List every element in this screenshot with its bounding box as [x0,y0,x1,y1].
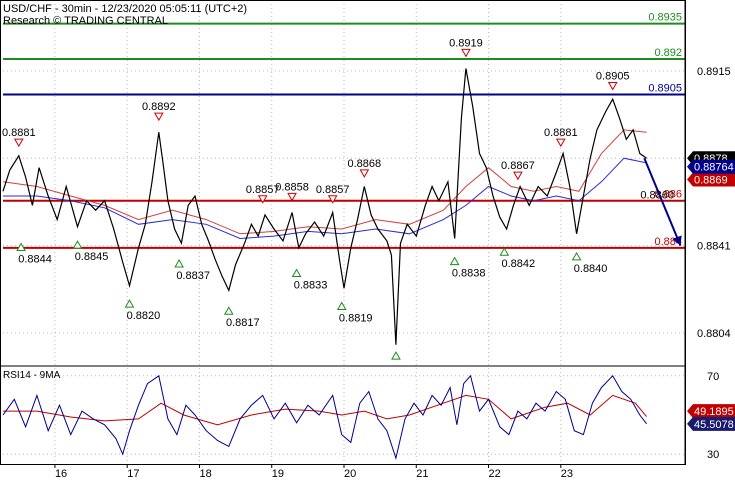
trough-label-2: 0.8820 [127,310,161,322]
peak-label-6: 0.8919 [449,37,483,49]
trough-label-6: 0.8819 [339,313,373,325]
x-tick-label-4: 20 [344,468,356,480]
trough-marker-5 [291,268,302,277]
x-tick-label-6: 22 [489,468,501,480]
trough-marker-7 [391,351,401,360]
x-tick-label-3: 19 [272,468,284,480]
peak-marker-8 [555,138,566,148]
peak-label-9: 0.8905 [596,70,630,82]
rsi-tag: 45.5078 [694,419,734,431]
peak-label-0: 0.8881 [2,127,36,139]
peak-marker-9 [607,81,618,91]
trough-label-0: 0.8844 [18,253,52,265]
peak-label-1: 0.8892 [142,101,176,113]
y-tick-label-0: 0.8915 [697,66,731,78]
ma-fast-tag-bg [687,159,735,174]
x-tick-label-0: 16 [55,468,67,480]
trough-label-5: 0.8833 [294,279,328,291]
research-credit: Research © TRADING CENTRAL [3,15,168,27]
level-label-pivot: 0.8905 [648,82,682,94]
rsi-tick-label-1: 30 [707,449,719,461]
trough-label-4: 0.8817 [226,317,260,329]
trough-marker-6 [336,301,347,311]
peak-label-5: 0.8868 [347,158,381,170]
peak-marker-2 [257,195,268,204]
x-tick-label-5: 21 [416,468,428,480]
ma-fast-line [3,157,647,240]
ma-slow-line [2,129,647,235]
y-tick-label-3: 0.8804 [697,328,731,340]
peak-label-7: 0.8867 [501,160,535,172]
peak-marker-5 [359,169,370,178]
ma-fast-tag: 0.88764 [694,162,734,174]
trough-label-1: 0.8845 [75,251,109,263]
trough-label-8: 0.8838 [452,268,486,280]
peak-marker-1 [153,112,164,122]
x-tick-label-7: 23 [561,468,573,480]
trough-marker-9 [499,247,510,256]
trough-marker-8 [449,256,460,266]
peak-marker-6 [461,48,471,58]
ma-slow-tag-bg [687,172,735,187]
rsi-tag-bg [687,416,735,431]
projection-arrow-head [672,235,682,246]
peak-label-4: 0.8857 [316,184,350,196]
y-tick-label-2: 0.8841 [697,241,731,253]
x-tick-label-1: 17 [127,468,139,480]
rsi-line [2,374,647,460]
trough-label-9: 0.8842 [502,258,536,270]
peak-marker-7 [513,171,523,181]
trough-marker-1 [72,240,83,249]
trough-marker-3 [174,259,185,268]
rsi-ma-tag: 49.1895 [694,406,734,418]
peak-label-8: 0.8881 [544,127,578,139]
rsi-tick-label-0: 70 [707,371,719,383]
rsi-ma-tag-bg [687,404,735,419]
projection-arrow-line [643,157,682,246]
rsi-ma-line [3,394,647,426]
level-label-resistance2: 0.8935 [648,12,682,24]
peak-marker-4 [327,195,338,204]
chart-title: USD/CHF - 30min - 12/23/2020 05:05:11 (U… [3,3,247,15]
trough-marker-10 [571,251,582,261]
peak-label-3: 0.8858 [275,181,309,193]
level-label-resistance1: 0.892 [654,47,682,59]
peak-marker-3 [287,192,297,202]
trough-marker-2 [124,299,135,308]
rsi-panel-title: RSI14 - 9MA [3,370,61,381]
x-tick-label-2: 18 [199,468,211,480]
trough-marker-0 [16,242,26,251]
peak-label-2: 0.8857 [246,184,280,196]
peak-marker-0 [13,138,24,148]
trough-marker-4 [223,306,234,315]
trough-label-3: 0.8837 [176,270,210,282]
ma-slow-tag: 0.8869 [694,174,728,186]
trough-label-10: 0.8840 [574,263,608,275]
price-line [2,68,647,345]
target-label: 0.8860 [640,190,674,202]
